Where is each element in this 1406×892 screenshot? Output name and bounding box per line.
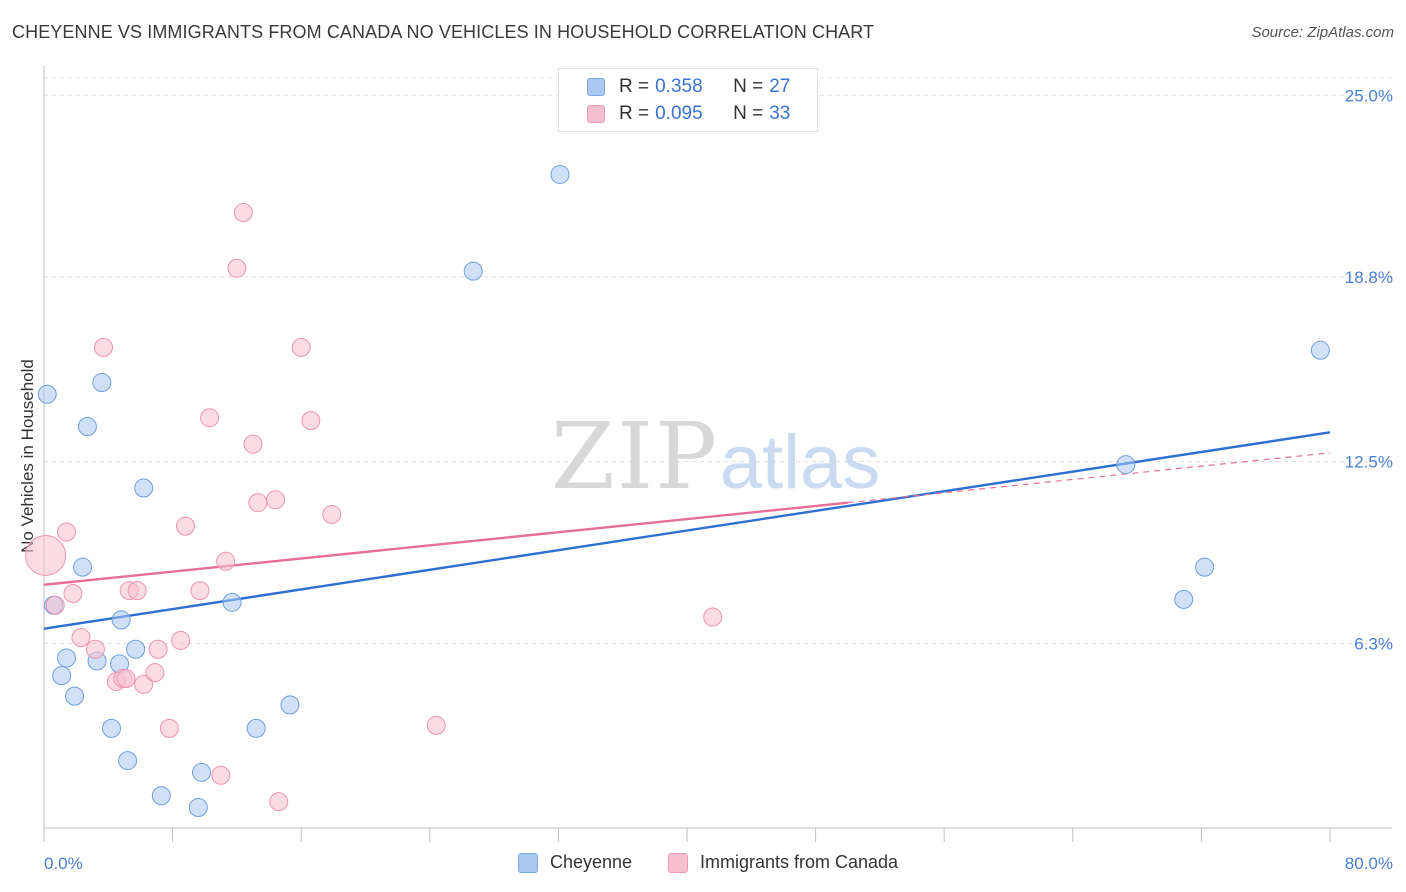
immigrants-canada-point — [127, 581, 147, 601]
cheyenne-point — [1195, 557, 1215, 577]
cheyenne-point — [77, 416, 97, 436]
immigrants-canada-point — [190, 581, 210, 601]
immigrants-canada-point — [227, 258, 247, 278]
cheyenne-point — [102, 718, 122, 738]
cheyenne-point — [65, 686, 85, 706]
x-tick-label: 0.0% — [44, 854, 83, 873]
immigrants-canada-point — [216, 551, 236, 571]
legend-label-cheyenne: Cheyenne — [550, 852, 633, 872]
immigrants-canada-point — [265, 490, 285, 510]
immigrants-canada-trend-extension — [847, 452, 1331, 504]
immigrants-canada-point — [175, 516, 195, 536]
immigrants-canada-point — [71, 628, 91, 647]
grid-lines — [44, 77, 1392, 644]
cheyenne-point — [73, 557, 93, 577]
r-label: R = — [619, 103, 650, 124]
cheyenne-point — [37, 384, 57, 404]
legend-item-cheyenne: Cheyenne — [518, 852, 632, 873]
n-value: 27 — [769, 76, 791, 97]
immigrants-canada-point — [45, 595, 65, 615]
y-tick-label: 6.3% — [1354, 634, 1393, 653]
y-tick-label: 18.8% — [1345, 268, 1393, 287]
watermark-atlas: atlas — [720, 420, 881, 505]
immigrants-canada-point — [93, 337, 113, 357]
chart-title: CHEYENNE VS IMMIGRANTS FROM CANADA NO VE… — [12, 22, 875, 42]
cheyenne-point — [222, 592, 242, 612]
data-points — [25, 164, 1330, 817]
immigrants-canada-point — [269, 792, 289, 812]
immigrants-canada-point — [85, 639, 105, 659]
r-value: 0.358 — [655, 76, 703, 97]
cheyenne-point — [463, 261, 483, 281]
cheyenne-point — [1174, 589, 1194, 609]
cheyenne-point — [550, 164, 570, 184]
cheyenne-point — [57, 648, 77, 668]
n-label: N = — [733, 76, 764, 97]
immigrants-canada-point — [233, 203, 253, 223]
legend-label-immigrants-canada: Immigrants from Canada — [700, 852, 899, 872]
n-value: 33 — [769, 103, 791, 124]
immigrants-canada-trend-line — [43, 501, 848, 586]
axes — [43, 66, 1392, 842]
immigrants-canada-point — [291, 337, 311, 357]
immigrants-canada-point — [322, 504, 342, 524]
immigrants-canada-point — [116, 669, 136, 689]
legend-swatch-cheyenne — [518, 852, 538, 873]
watermark-zip: ZIP — [551, 403, 719, 510]
legend-item-immigrants-canada: Immigrants from Canada — [668, 852, 898, 873]
tick-labels: 6.3% 12.5% 18.8% 25.0% 0.0% 80.0% — [44, 86, 1393, 873]
cheyenne-point — [192, 762, 212, 782]
watermark: ZIP atlas — [551, 403, 880, 510]
correlation-legend: R = 0.358 N = 27 R = 0.095 N = 33 — [558, 68, 818, 132]
immigrants-canada-point — [25, 534, 67, 576]
immigrants-canada-point — [171, 630, 191, 650]
cheyenne-point — [188, 797, 208, 817]
cheyenne-point — [118, 751, 138, 771]
immigrants-canada-point — [145, 663, 165, 683]
cheyenne-point — [111, 610, 131, 630]
r-value: 0.095 — [655, 103, 703, 124]
immigrants-canada-point — [703, 607, 723, 627]
series-legend: Cheyenne Immigrants from Canada — [0, 852, 1406, 878]
cheyenne-point — [52, 666, 72, 686]
immigrants-canada-point — [243, 434, 263, 454]
immigrants-canada-point — [57, 522, 77, 542]
n-label: N = — [733, 103, 764, 124]
immigrants-canada-point — [211, 765, 231, 785]
y-tick-label: 12.5% — [1345, 453, 1393, 472]
legend-swatch-immigrants-canada — [587, 105, 605, 123]
cheyenne-point — [126, 639, 146, 659]
trend-lines — [43, 431, 1331, 630]
legend-swatch-immigrants-canada — [668, 852, 688, 873]
cheyenne-trend-line — [43, 431, 1331, 630]
y-tick-label: 25.0% — [1345, 86, 1393, 105]
cheyenne-point — [246, 718, 266, 738]
cheyenne-point — [1116, 455, 1136, 475]
immigrants-canada-point — [426, 715, 446, 735]
cheyenne-point — [1310, 340, 1330, 360]
cheyenne-point — [280, 695, 300, 715]
immigrants-canada-point — [148, 639, 168, 659]
cheyenne-point — [92, 373, 112, 393]
cheyenne-point — [151, 786, 171, 806]
source-credit: Source: ZipAtlas.com — [1251, 24, 1394, 41]
r-label: R = — [619, 76, 650, 97]
immigrants-canada-point — [200, 408, 220, 428]
legend-swatch-cheyenne — [587, 78, 605, 96]
immigrants-canada-point — [134, 674, 154, 694]
immigrants-canada-point — [63, 584, 83, 604]
immigrants-canada-point — [248, 493, 268, 513]
legend-row-immigrants-canada: R = 0.095 N = 33 — [587, 102, 790, 126]
x-tick-label: 80.0% — [1345, 854, 1393, 873]
cheyenne-point — [134, 478, 154, 498]
legend-row-cheyenne: R = 0.358 N = 27 — [587, 75, 790, 99]
immigrants-canada-point — [301, 411, 321, 431]
immigrants-canada-point — [159, 718, 179, 738]
